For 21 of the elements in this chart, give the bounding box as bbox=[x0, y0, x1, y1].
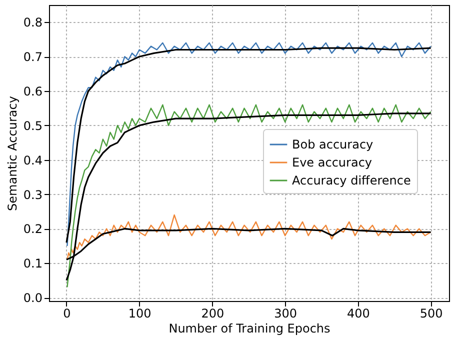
y-axis-title: Semantic Accuracy bbox=[5, 96, 20, 211]
y-tick-label: 0.3 bbox=[23, 188, 42, 202]
y-tick-label: 0.7 bbox=[23, 50, 42, 64]
legend-label: Bob accuracy bbox=[292, 138, 374, 152]
y-tick-label: 0.6 bbox=[23, 84, 42, 99]
x-tick-label: 500 bbox=[420, 306, 443, 320]
x-axis-title: Number of Training Epochs bbox=[168, 322, 330, 336]
y-tick-label: 0.5 bbox=[23, 118, 42, 133]
y-tick-label: 0.8 bbox=[23, 16, 42, 30]
x-tick-label: 0 bbox=[63, 306, 71, 320]
x-tick-label: 200 bbox=[201, 306, 224, 320]
line-series bbox=[66, 214, 432, 260]
y-tick-label: 0.0 bbox=[23, 291, 42, 306]
y-tick-label: 0.2 bbox=[23, 222, 42, 236]
x-tick-label: 100 bbox=[128, 306, 152, 320]
y-tick-label: 0.4 bbox=[23, 153, 42, 168]
x-tick-label: 300 bbox=[274, 306, 298, 320]
x-tick-label: 400 bbox=[346, 306, 370, 320]
legend-label: Eve accuracy bbox=[292, 156, 372, 170]
y-tick-label: 0.1 bbox=[23, 256, 42, 271]
legend-label: Accuracy difference bbox=[292, 174, 411, 188]
